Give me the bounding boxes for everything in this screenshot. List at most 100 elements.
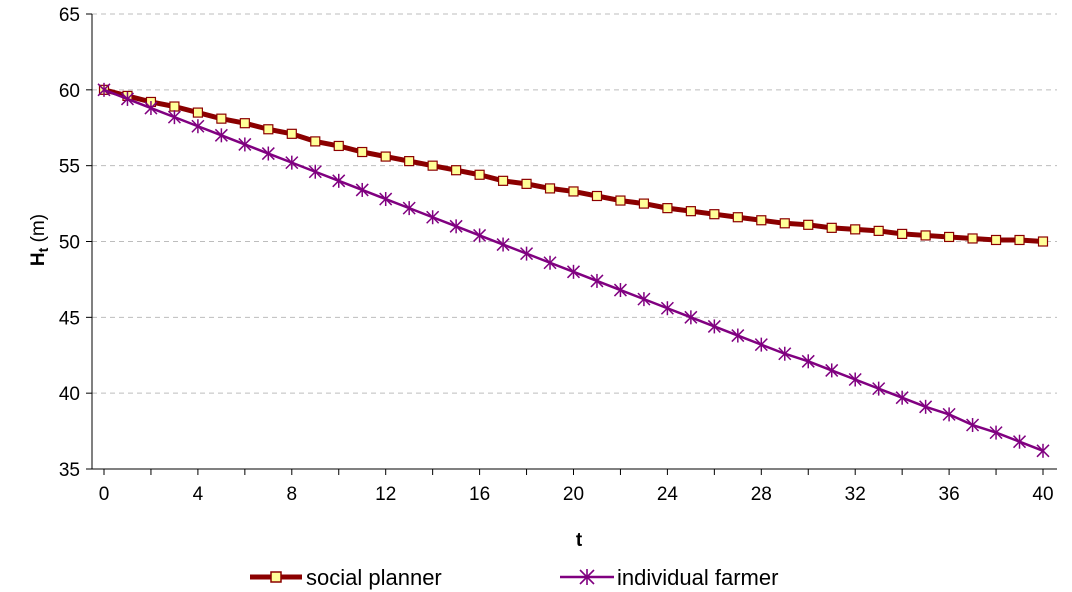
x-tick-label-6: 24 xyxy=(657,484,679,505)
y-axis-title-subscript: t xyxy=(35,247,51,252)
data-point-individual-farmer xyxy=(285,155,299,170)
data-point-individual-farmer xyxy=(1012,434,1027,449)
data-point-social-planner xyxy=(732,212,743,223)
x-tick-label-7: 28 xyxy=(751,484,772,505)
data-point-individual-farmer xyxy=(473,228,487,243)
data-point-individual-farmer xyxy=(754,337,768,352)
x-axis-title: t xyxy=(576,530,583,551)
data-point-social-planner xyxy=(544,183,556,194)
data-point-social-planner xyxy=(1037,236,1049,247)
y-axis-title-main: H xyxy=(28,252,49,266)
data-point-individual-farmer xyxy=(989,425,1003,440)
data-point-social-planner xyxy=(685,206,696,217)
axes xyxy=(86,13,1057,475)
data-point-individual-farmer xyxy=(966,418,980,433)
data-point-individual-farmer xyxy=(520,246,534,261)
data-point-social-planner xyxy=(263,124,274,135)
legend-label-social-planner: social planner xyxy=(306,565,442,590)
data-point-social-planner xyxy=(286,128,297,139)
data-point-individual-farmer xyxy=(426,210,440,225)
data-point-individual-farmer xyxy=(942,407,956,422)
data-point-social-planner xyxy=(404,156,415,167)
data-point-individual-farmer xyxy=(120,91,135,106)
y-tick-label-2: 45 xyxy=(59,308,80,329)
data-point-individual-farmer xyxy=(308,164,322,179)
data-point-social-planner xyxy=(357,146,368,158)
data-point-social-planner xyxy=(474,169,485,180)
legend-item-individual-farmer: individual farmer xyxy=(560,565,778,590)
data-point-social-planner xyxy=(568,186,579,197)
tick-labels: 35 40 45 50 55 60 65 0 4 8 12 16 20 24 28 32 36 40 xyxy=(59,5,1054,505)
legend-marker-individual-farmer xyxy=(579,569,595,585)
data-point-social-planner xyxy=(1014,234,1025,246)
data-point-individual-farmer xyxy=(496,237,510,252)
data-point-social-planner xyxy=(591,190,603,202)
x-tick-label-5: 20 xyxy=(563,484,584,505)
data-point-individual-farmer xyxy=(379,192,393,207)
data-point-individual-farmer xyxy=(566,264,581,279)
data-point-individual-farmer xyxy=(684,310,698,325)
x-tick-label-9: 36 xyxy=(939,484,960,505)
data-point-social-planner xyxy=(850,224,861,235)
data-point-individual-farmer xyxy=(543,255,557,270)
legend: social planner individual farmer xyxy=(250,565,778,590)
data-point-social-planner xyxy=(451,165,462,176)
data-point-social-planner xyxy=(239,118,250,129)
data-point-social-planner xyxy=(920,230,931,241)
data-point-individual-farmer xyxy=(261,146,275,161)
data-point-social-planner xyxy=(380,151,391,162)
data-point-social-planner xyxy=(615,195,626,206)
data-point-individual-farmer xyxy=(1036,443,1050,458)
y-axis-title: Ht (m) xyxy=(28,214,51,266)
data-point-individual-farmer xyxy=(613,283,627,298)
data-point-individual-farmer xyxy=(97,82,111,97)
series-lines xyxy=(97,82,1050,458)
data-point-individual-farmer xyxy=(332,173,346,188)
data-point-social-planner xyxy=(709,209,720,220)
x-tick-label-2: 8 xyxy=(287,484,298,505)
y-tick-label-5: 60 xyxy=(59,81,80,102)
data-point-social-planner xyxy=(943,231,955,243)
y-tick-label-0: 35 xyxy=(59,460,80,481)
data-point-individual-farmer xyxy=(214,128,228,143)
data-point-individual-farmer xyxy=(872,381,886,396)
data-point-social-planner xyxy=(497,175,509,186)
x-tick-label-0: 0 xyxy=(99,484,110,505)
data-point-social-planner xyxy=(333,140,344,152)
data-point-individual-farmer xyxy=(848,372,862,387)
data-point-individual-farmer xyxy=(778,346,792,361)
data-point-individual-farmer xyxy=(167,110,181,125)
data-point-social-planner xyxy=(427,160,438,171)
y-tick-label-4: 55 xyxy=(59,157,80,178)
data-point-social-planner xyxy=(216,113,227,124)
data-point-social-planner xyxy=(638,198,650,209)
data-point-social-planner xyxy=(897,228,908,240)
data-point-individual-farmer xyxy=(707,319,721,334)
data-point-social-planner xyxy=(192,107,203,118)
y-axis-title-unit: (m) xyxy=(28,214,49,248)
data-point-social-planner xyxy=(521,178,532,189)
data-point-social-planner xyxy=(169,101,180,112)
data-point-individual-farmer xyxy=(637,292,651,307)
grid-lines xyxy=(92,13,1057,394)
data-point-individual-farmer xyxy=(801,354,815,369)
y-tick-label-6: 65 xyxy=(59,5,80,26)
data-point-individual-farmer xyxy=(590,273,604,288)
data-point-social-planner xyxy=(756,215,767,226)
y-tick-label-1: 40 xyxy=(59,384,80,405)
data-point-individual-farmer xyxy=(238,137,252,152)
data-point-social-planner xyxy=(662,203,673,214)
data-point-social-planner xyxy=(873,225,884,236)
x-tick-label-3: 12 xyxy=(375,484,396,505)
data-point-social-planner xyxy=(967,233,978,244)
data-point-individual-farmer xyxy=(660,301,674,316)
data-point-individual-farmer xyxy=(449,219,463,234)
data-point-individual-farmer xyxy=(402,201,416,216)
x-tick-label-1: 4 xyxy=(193,484,204,505)
data-point-social-planner xyxy=(779,218,790,229)
x-tick-label-10: 40 xyxy=(1032,484,1053,505)
data-point-individual-farmer xyxy=(191,119,205,134)
x-tick-label-8: 32 xyxy=(845,484,866,505)
data-point-individual-farmer xyxy=(895,390,909,405)
